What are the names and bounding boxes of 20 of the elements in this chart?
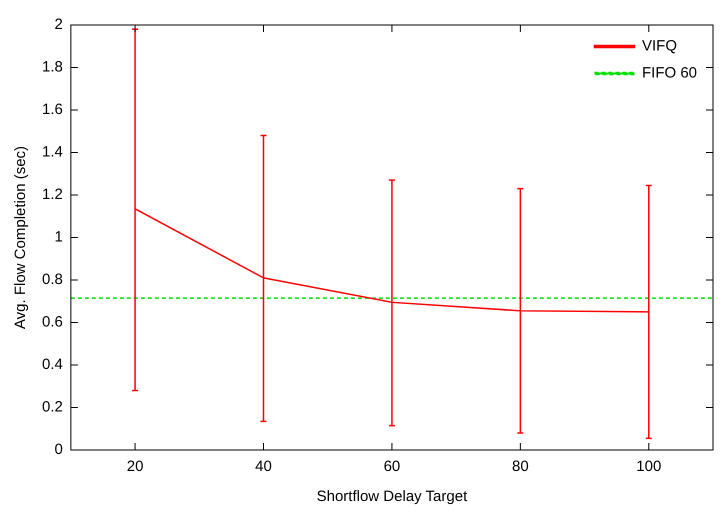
y-tick-label: 0.4	[42, 356, 63, 374]
y-tick-label: 0.2	[42, 398, 63, 416]
y-tick-label: 2	[54, 16, 63, 34]
y-axis-title: Avg. Flow Completion (sec)	[12, 146, 30, 330]
x-tick-label: 40	[255, 458, 272, 476]
y-tick-label: 0	[54, 441, 63, 458]
y-tick-label: 0.8	[42, 271, 63, 288]
x-axis-title: Shortflow Delay Target	[316, 488, 468, 506]
x-tick-label: 20	[126, 458, 144, 476]
y-tick-label: 1.8	[42, 58, 63, 76]
y-tick-label: 1	[54, 228, 63, 246]
x-tick-label: 100	[636, 458, 662, 476]
y-tick-label: 1.2	[42, 186, 63, 204]
legend-label: FIFO 60	[642, 64, 698, 82]
y-tick-label: 1.4	[42, 144, 63, 161]
x-tick-label: 80	[512, 458, 529, 476]
y-tick-label: 0.6	[42, 314, 63, 331]
legend-label: VIFQ	[642, 38, 678, 55]
x-tick-label: 60	[384, 458, 400, 476]
y-tick-label: 1.6	[42, 101, 63, 118]
